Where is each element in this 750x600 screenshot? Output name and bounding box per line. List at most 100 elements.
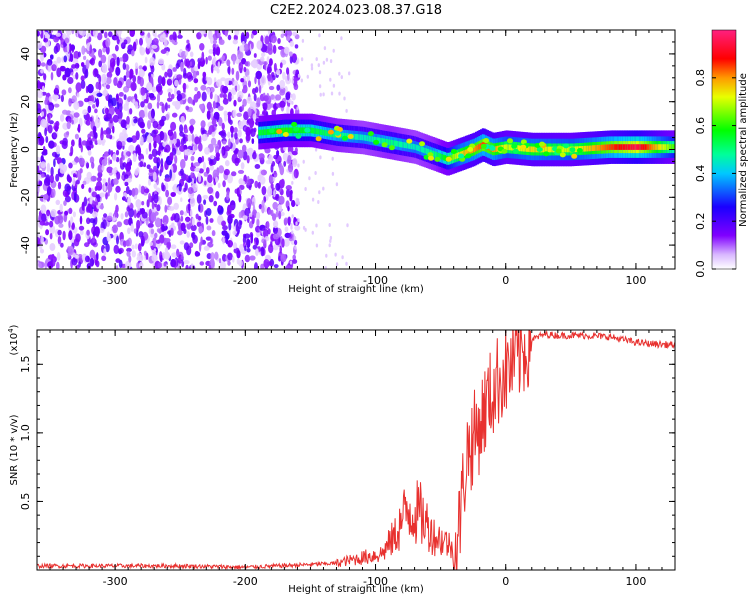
spectrogram-ridge-blob: [291, 121, 298, 127]
spectrogram-cell: [283, 238, 290, 247]
spectrogram-ridge-cell: [515, 145, 518, 151]
spectrogram-cell: [267, 30, 271, 35]
spectrogram-cell: [291, 230, 294, 235]
spectrogram-cell: [164, 238, 171, 243]
spectrogram-cell: [40, 204, 47, 214]
spectrogram-cell: [230, 132, 234, 139]
spectrogram-cell: [101, 73, 107, 84]
spectrogram-ridge-cell: [634, 144, 637, 150]
spectrogram-cell: [266, 66, 272, 74]
spectrogram-cell: [119, 57, 124, 62]
spectrogram-cell: [54, 215, 61, 225]
spectrogram-cell: [250, 128, 256, 138]
spectrogram-cell: [289, 55, 293, 64]
spectrogram-cell: [176, 248, 180, 258]
spectrogram-cell: [318, 84, 322, 89]
spectrogram-cell: [160, 49, 167, 54]
spectrogram-cell: [49, 233, 53, 240]
spectrogram-cell: [251, 201, 255, 206]
spectrogram-cell: [64, 210, 68, 216]
spectrogram-cell: [90, 57, 95, 66]
spectrogram-cell: [148, 192, 152, 203]
spectrogram-cell: [230, 125, 234, 134]
spectrogram-cell: [74, 133, 79, 140]
colorbar-tick-label: 0.4: [694, 165, 707, 183]
spectrogram-cell: [279, 100, 286, 108]
spectrogram-cell: [187, 187, 194, 194]
spectrogram-cell: [73, 192, 77, 202]
spectrogram-cell: [162, 215, 169, 225]
spectrogram-cell: [289, 189, 293, 195]
spectrogram-cell: [141, 235, 145, 246]
spectrogram-ridge-cell: [263, 129, 266, 136]
spectrogram-cell: [173, 202, 179, 210]
spectrogram-cell: [116, 235, 119, 245]
spectrogram-cell: [250, 41, 254, 50]
spectrogram-cell: [161, 224, 168, 231]
spectrogram-ridge-cell: [612, 144, 615, 150]
spectrogram-cell: [272, 201, 279, 210]
spectrogram-cell: [40, 52, 44, 62]
spectrogram-cell: [167, 68, 172, 74]
spectrogram-cell: [112, 114, 119, 123]
spectrogram-cell: [89, 116, 93, 122]
spectrogram-ridge-cell: [299, 127, 302, 134]
spectrogram-cell: [68, 207, 73, 214]
spectrogram-cell: [224, 78, 229, 86]
spectrogram-cell: [149, 57, 156, 67]
spectrogram-cell: [159, 119, 165, 127]
spectrogram-cell: [283, 46, 290, 55]
spectrogram-cell: [182, 82, 187, 91]
spectrogram-cell: [222, 85, 229, 94]
spectrogram-ridge-blob: [559, 152, 566, 158]
spectrogram-cell: [246, 238, 251, 249]
spectrogram-cell: [150, 108, 155, 119]
spectrogram-cell: [174, 79, 179, 87]
spectrogram-cell: [125, 70, 130, 78]
spectrogram-cell: [207, 174, 213, 184]
spectrogram-cell: [98, 60, 103, 68]
spectrogram-cell: [111, 97, 117, 107]
spectrogram-cell: [150, 65, 155, 73]
spectrogram-cell: [167, 88, 173, 94]
spectrogram-cell: [66, 186, 71, 195]
spectrogram-cell: [41, 213, 47, 223]
spectrogram-cell: [179, 99, 184, 105]
spectrogram-cell: [120, 213, 124, 220]
spectrogram-cell: [139, 31, 145, 36]
spectrogram-ridge-blob: [334, 130, 341, 136]
spectrogram-ridge-cell: [549, 146, 552, 153]
spectrogram-cell: [108, 31, 113, 38]
spectrogram-ridge-cell: [503, 144, 506, 151]
spectrogram-cell: [346, 223, 349, 228]
spectrogram-ridge-cell: [615, 144, 618, 150]
spectrogram-cell: [165, 189, 170, 198]
spectrogram-cell: [242, 215, 248, 221]
spectrogram-cell: [138, 261, 144, 269]
spectrogram-ridge-cell: [326, 130, 329, 137]
spectrogram-ridge-blob: [511, 143, 518, 149]
spectrogram-cell: [216, 79, 223, 88]
spectrogram-cell: [133, 41, 137, 52]
spectrogram-ridge-cell: [595, 145, 598, 151]
spectrogram-cell: [246, 155, 250, 164]
spectrogram-cell: [155, 239, 161, 244]
spectrogram-cell: [69, 53, 74, 62]
spectrogram-ridge-cell: [380, 137, 383, 144]
spectrogram-ridge-cell: [544, 146, 547, 153]
spectrogram-cell: [185, 216, 191, 223]
spectrogram-cell: [138, 184, 142, 193]
spectrogram-cell: [87, 146, 91, 151]
spectrogram-cell: [286, 35, 291, 42]
spectrogram-cell: [200, 84, 207, 91]
spectrogram-cell: [172, 185, 177, 191]
spectrogram-cell: [294, 44, 299, 49]
spectrogram-cell: [246, 198, 252, 208]
spectrogram-cell: [133, 228, 137, 234]
spectrogram-cell: [87, 105, 92, 114]
spectrogram-y-tick-label: 40: [19, 47, 32, 61]
spectrogram-ridge-cell: [568, 146, 571, 153]
snr-x-tick-label: -200: [233, 575, 258, 588]
spectrogram-cell: [209, 218, 214, 223]
spectrogram-cell: [324, 266, 327, 269]
